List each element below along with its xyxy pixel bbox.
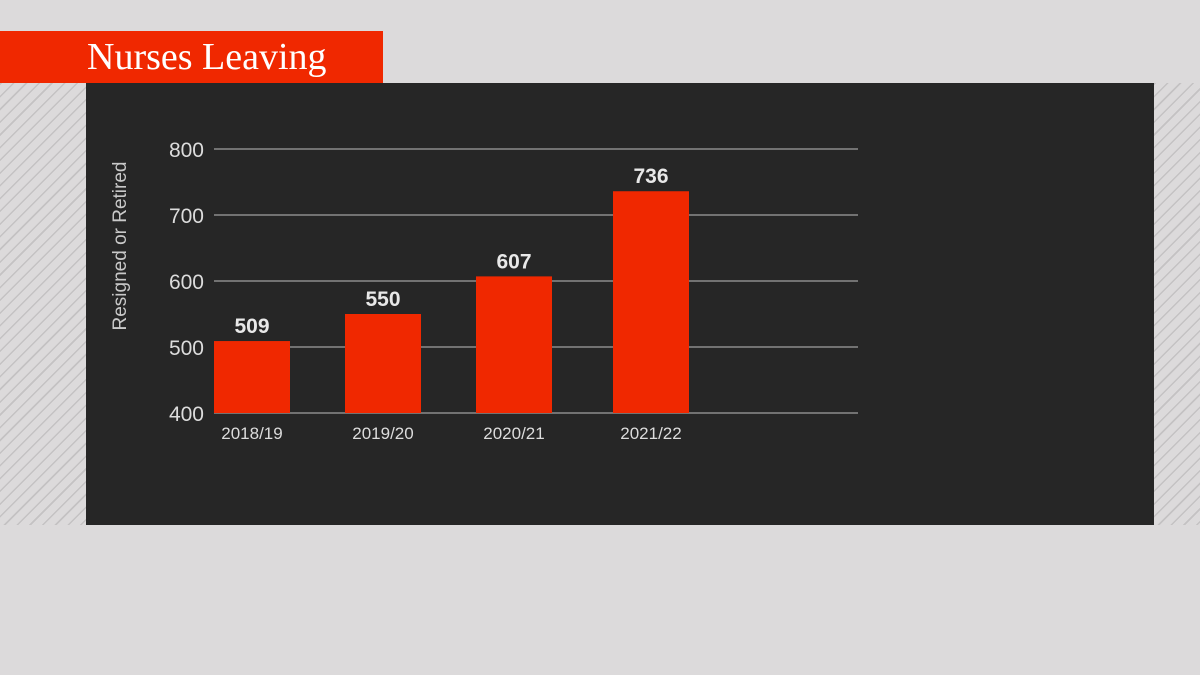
y-tick-label: 700: [169, 205, 204, 228]
x-tick-label: 2021/22: [620, 424, 681, 443]
data-label: 736: [633, 165, 668, 188]
chart-panel: 400 500 600 700 800 509 2018/19 550 2019/20 607 20…: [86, 83, 1154, 525]
data-label: 509: [234, 315, 269, 338]
y-tick-label: 600: [169, 271, 204, 294]
bars: [214, 191, 689, 413]
y-axis-title: Resigned or Retired: [110, 162, 131, 331]
title-banner: [0, 31, 383, 83]
bar-chart: 400 500 600 700 800 509 2018/19 550 2019/20 607 20…: [110, 139, 858, 443]
bar-2021-22: [613, 191, 689, 413]
x-tick-label: 2018/19: [221, 424, 282, 443]
y-tick-label: 500: [169, 337, 204, 360]
x-tick-label: 2019/20: [352, 424, 413, 443]
data-label: 550: [365, 288, 400, 311]
right-hatch-decoration: [1154, 83, 1200, 525]
labels: 400 500 600 700 800 509 2018/19 550 2019/20 607 20…: [169, 139, 682, 443]
bar-2020-21: [476, 276, 552, 413]
left-hatch-decoration: [0, 83, 86, 525]
y-tick-label: 800: [169, 139, 204, 162]
data-label: 607: [496, 250, 531, 273]
x-tick-label: 2020/21: [483, 424, 544, 443]
page-title: Nurses Leaving: [87, 36, 327, 78]
y-tick-label: 400: [169, 403, 204, 426]
bar-2018-19: [214, 341, 290, 413]
bar-2019-20: [345, 314, 421, 413]
